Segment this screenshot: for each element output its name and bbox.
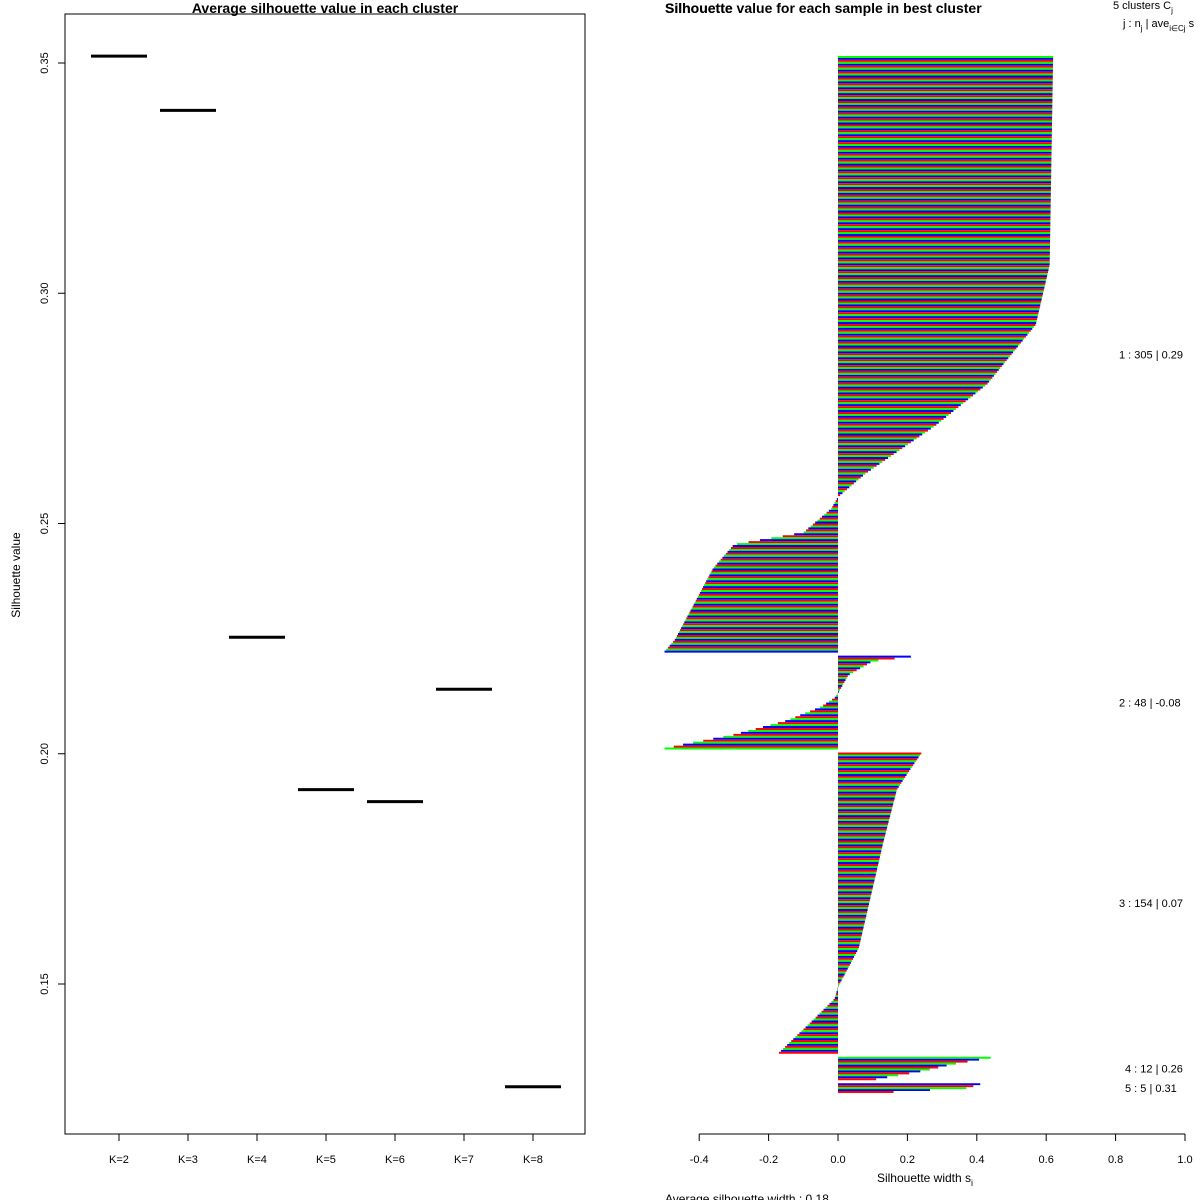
right-x-tick-label: 0.4 (969, 1154, 984, 1166)
right-x-tick-label: -0.2 (759, 1154, 778, 1166)
right-chart-title-overlap: Silhouette (665, 0, 733, 16)
cluster-label-2: 2 : 48 | -0.08 (1119, 698, 1181, 710)
legend-header-line1: 5 clusters Cj (1113, 0, 1173, 15)
right-x-tick-label: 0.0 (830, 1154, 845, 1166)
cluster-label-4: 4 : 12 | 0.26 (1125, 1063, 1183, 1075)
cluster-3-bars (779, 752, 922, 1054)
silhouette-bars (664, 55, 1054, 1094)
right-x-tick-label: -0.4 (690, 1154, 709, 1166)
cluster-5-bars (838, 1083, 981, 1094)
left-x-axis: K=2 K=3 K=4 K=5 K=6 K=7 K=8 (109, 1133, 543, 1166)
average-width-label: Average silhouette width : 0.18 (665, 1192, 829, 1200)
left-y-tick-label: 0.30 (39, 283, 51, 304)
left-x-tick-label: K=5 (316, 1154, 336, 1166)
left-x-tick-label: K=8 (523, 1154, 543, 1166)
left-y-tick-label: 0.35 (39, 52, 51, 73)
left-chart-title: Average silhouette value in each cluster (192, 0, 459, 16)
left-y-axis: 0.15 0.20 0.25 0.30 0.35 (39, 52, 66, 995)
avg-silhouette-chart: Average silhouette value in each cluster… (9, 0, 586, 1166)
left-x-tick-label: K=2 (109, 1154, 129, 1166)
legend-header-line2: j : nj | avei∈Cj s (1122, 18, 1195, 33)
left-x-tick-label: K=4 (247, 1154, 267, 1166)
right-x-axis: -0.4 -0.2 0.0 0.2 0.4 0.6 0.8 1.0 (690, 1133, 1193, 1166)
right-x-tick-label: 0.6 (1039, 1154, 1054, 1166)
cluster-label-5: 5 : 5 | 0.31 (1125, 1083, 1177, 1095)
cluster-labels: 1 : 305 | 0.29 2 : 48 | -0.08 3 : 154 | 0.… (1119, 349, 1183, 1095)
left-plot-frame (64, 13, 586, 1135)
left-y-tick-label: 0.25 (39, 513, 51, 534)
right-x-axis-label: Silhouette width si (877, 1171, 973, 1188)
left-x-tick-label: K=6 (385, 1154, 405, 1166)
right-x-tick-label: 0.8 (1108, 1154, 1123, 1166)
cluster-2-bars (664, 655, 911, 750)
left-x-tick-label: K=7 (454, 1154, 474, 1166)
cluster-4-bars (838, 1056, 991, 1081)
left-marks (91, 54, 561, 1089)
sample-silhouette-chart: Silhouette Silhouette value for each sam… (664, 0, 1195, 1200)
cluster-1-bars (664, 55, 1054, 653)
cluster-label-1: 1 : 305 | 0.29 (1119, 349, 1183, 361)
left-y-tick-label: 0.15 (39, 973, 51, 994)
right-chart-title: Silhouette value for each sample in best… (665, 0, 982, 16)
left-y-axis-label: Silhouette value (9, 532, 23, 618)
left-y-tick-label: 0.20 (39, 743, 51, 764)
left-x-tick-label: K=3 (178, 1154, 198, 1166)
right-x-tick-label: 0.2 (900, 1154, 915, 1166)
cluster-label-3: 3 : 154 | 0.07 (1119, 898, 1183, 910)
right-x-tick-label: 1.0 (1177, 1154, 1192, 1166)
